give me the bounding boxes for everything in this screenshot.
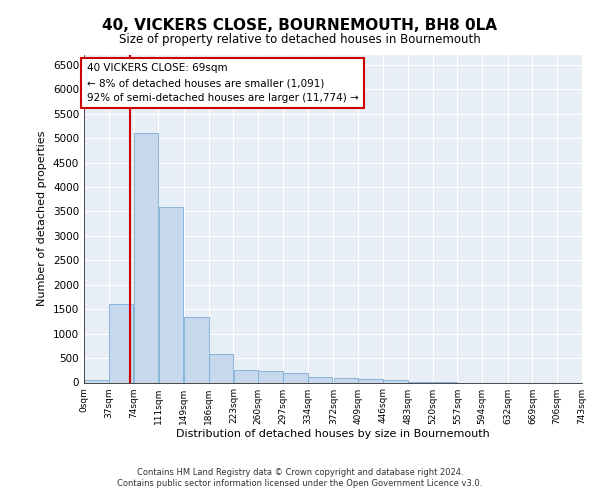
Bar bbox=[259, 372, 283, 382]
Bar bbox=[109, 304, 133, 382]
Bar bbox=[158, 206, 183, 382]
Bar bbox=[358, 379, 383, 382]
Bar bbox=[308, 376, 332, 382]
Bar bbox=[134, 133, 158, 382]
Text: Contains HM Land Registry data © Crown copyright and database right 2024.
Contai: Contains HM Land Registry data © Crown c… bbox=[118, 468, 482, 487]
Text: Size of property relative to detached houses in Bournemouth: Size of property relative to detached ho… bbox=[119, 32, 481, 46]
Bar bbox=[84, 380, 109, 382]
Bar bbox=[283, 374, 308, 382]
Y-axis label: Number of detached properties: Number of detached properties bbox=[37, 131, 47, 306]
Bar bbox=[233, 370, 258, 382]
Bar bbox=[209, 354, 233, 382]
Bar bbox=[383, 380, 407, 382]
Text: 40, VICKERS CLOSE, BOURNEMOUTH, BH8 0LA: 40, VICKERS CLOSE, BOURNEMOUTH, BH8 0LA bbox=[103, 18, 497, 32]
Text: 40 VICKERS CLOSE: 69sqm
← 8% of detached houses are smaller (1,091)
92% of semi-: 40 VICKERS CLOSE: 69sqm ← 8% of detached… bbox=[86, 64, 358, 103]
Bar bbox=[184, 316, 209, 382]
X-axis label: Distribution of detached houses by size in Bournemouth: Distribution of detached houses by size … bbox=[176, 430, 490, 440]
Bar bbox=[334, 378, 358, 382]
